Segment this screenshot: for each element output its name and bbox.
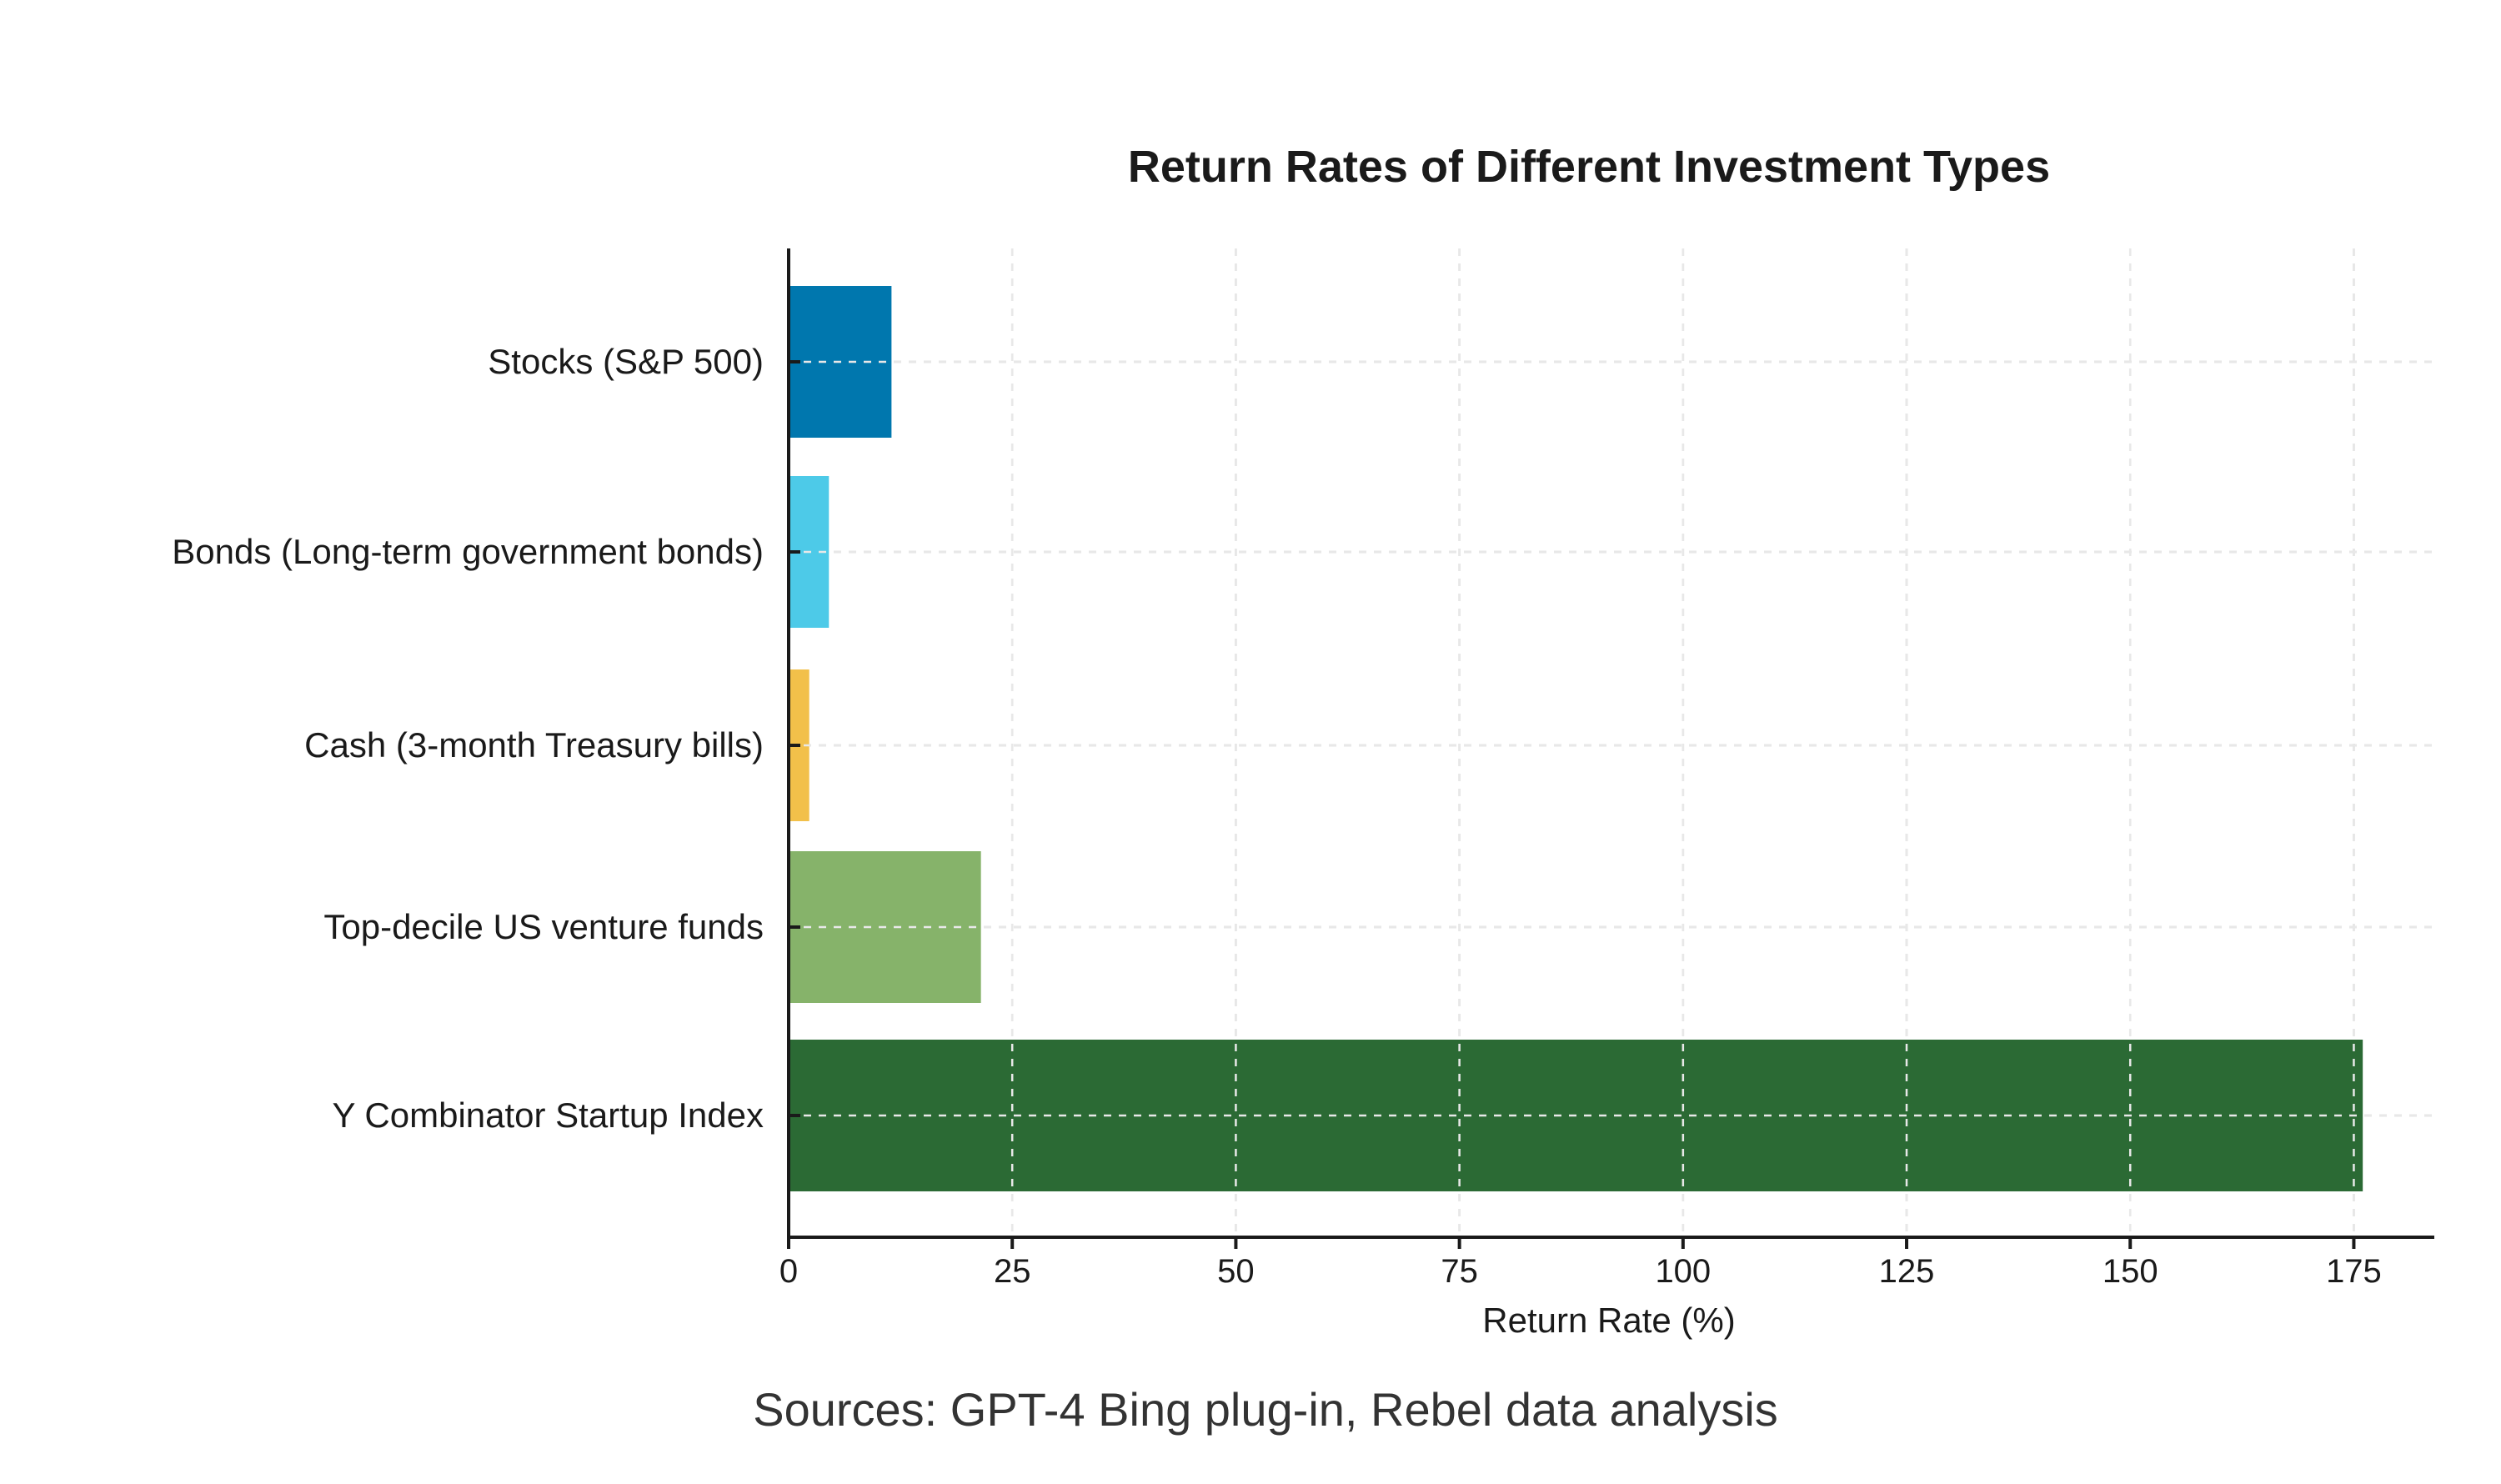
grid-over-bars — [789, 248, 2434, 1237]
category-label-1: Stocks (S&P 500) — [488, 342, 764, 381]
category-label-4: Top-decile US venture funds — [323, 907, 764, 946]
x-tick-label-175: 175 — [2326, 1253, 2382, 1290]
x-tick-label-100: 100 — [1655, 1253, 1711, 1290]
x-tick-label-50: 50 — [1217, 1253, 1255, 1290]
chart-title: Return Rates of Different Investment Typ… — [1128, 142, 2050, 192]
labels: Stocks (S&P 500) Bonds (Long-term governm… — [172, 342, 2382, 1290]
x-tick-label-75: 75 — [1441, 1253, 1478, 1290]
axes — [787, 248, 2434, 1249]
x-tick-label-0: 0 — [779, 1253, 798, 1290]
category-label-2: Bonds (Long-term government bonds) — [172, 532, 764, 571]
category-label-3: Cash (3-month Treasury bills) — [304, 725, 764, 765]
category-label-5: Y Combinator Startup Index — [332, 1095, 764, 1135]
sources-note: Sources: GPT-4 Bing plug-in, Rebel data … — [753, 1383, 1778, 1436]
x-tick-label-125: 125 — [1879, 1253, 1935, 1290]
x-tick-label-25: 25 — [994, 1253, 1031, 1290]
x-tick-label-150: 150 — [2103, 1253, 2158, 1290]
x-axis-label: Return Rate (%) — [1482, 1301, 1735, 1340]
